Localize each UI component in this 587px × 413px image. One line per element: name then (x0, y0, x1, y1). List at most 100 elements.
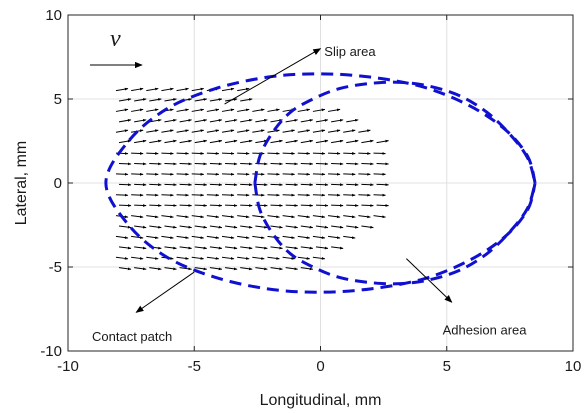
slip-vector (297, 129, 311, 133)
slip-vector (176, 235, 189, 239)
slip-vector (270, 139, 283, 144)
slip-vector (252, 256, 265, 260)
slip-vector (209, 98, 223, 102)
slip-vector (255, 246, 268, 250)
slip-vector (118, 225, 132, 229)
slip-vector (131, 108, 144, 112)
slip-vector (285, 118, 299, 123)
slip-vector (176, 215, 189, 219)
slip-vector (209, 267, 223, 271)
slip-vector (131, 87, 144, 92)
slip-vector (328, 235, 341, 239)
slip-vector (224, 267, 238, 271)
slip-vector (134, 225, 147, 229)
slip-vector (115, 87, 129, 92)
x-tick-label: 5 (443, 358, 451, 375)
slip-vector (194, 225, 208, 229)
slip-vector (328, 215, 341, 219)
slip-vector (240, 267, 253, 271)
slip-vector (176, 108, 189, 112)
slip-vector (267, 129, 280, 133)
slip-vector (285, 139, 299, 144)
slip-vector (149, 267, 162, 271)
slip-vector (346, 118, 359, 123)
y-tick-label: 0 (54, 175, 62, 192)
slip-vector (115, 108, 129, 112)
annotation-label: Adhesion area (443, 322, 528, 337)
annotation-arrow (406, 258, 453, 303)
slip-vector (134, 246, 147, 250)
slip-vector (312, 215, 326, 219)
slip-vector (312, 235, 326, 239)
slip-vector (149, 225, 162, 229)
slip-vector (179, 139, 192, 144)
slip-vector (255, 267, 268, 271)
slip-vector (179, 267, 192, 271)
slip-vector (146, 129, 159, 133)
slip-vector (146, 215, 159, 219)
slip-vector (194, 118, 208, 123)
slip-vector (315, 246, 329, 250)
slip-vector (346, 139, 359, 144)
slip-vector (221, 87, 235, 92)
slip-vector (209, 225, 223, 229)
boundary-curves (104, 72, 537, 294)
slip-vector (255, 118, 268, 123)
slip-vector (221, 108, 235, 112)
slip-vector (134, 98, 147, 102)
slip-vector (131, 215, 144, 219)
slip-vector (115, 129, 129, 133)
slip-vector (315, 225, 329, 229)
slip-vector (331, 118, 344, 123)
slip-vector (282, 215, 295, 219)
slip-vector (331, 139, 344, 144)
slip-vector (240, 118, 253, 123)
slip-vector (331, 246, 344, 250)
slip-vector (164, 246, 177, 250)
x-tick-label: 0 (316, 358, 324, 375)
y-tick-label: 5 (54, 91, 62, 108)
slip-vector (134, 139, 147, 144)
slip-vector (164, 118, 177, 123)
velocity-label: v (110, 26, 121, 52)
slip-vector (297, 108, 311, 112)
slip-vector (285, 225, 299, 229)
slip-vector (297, 215, 311, 219)
x-tick-label: 10 (565, 358, 582, 375)
slip-vector (373, 215, 386, 219)
slip-vector (315, 118, 329, 123)
boundary-series-line (253, 182, 537, 286)
slip-vector (206, 108, 220, 112)
slip-vector (327, 129, 341, 133)
boundary-series-line (104, 72, 537, 294)
x-tick-label: -5 (188, 358, 201, 375)
slip-vector (285, 246, 299, 250)
slip-vector (255, 225, 268, 229)
slip-vector (300, 118, 314, 123)
slip-vector (240, 139, 253, 144)
slip-vector (358, 215, 371, 219)
annotation-label: Slip area (324, 44, 376, 59)
slip-vector (118, 246, 132, 250)
slip-vector (282, 256, 295, 260)
slip-vector (194, 267, 208, 271)
slip-vector (164, 225, 177, 229)
slip-vector (191, 108, 205, 112)
slip-vector (115, 235, 129, 239)
slip-vector (134, 267, 147, 271)
y-tick-label: 10 (45, 7, 62, 24)
slip-vector (194, 139, 208, 144)
slip-vector (224, 246, 238, 250)
slip-vector (134, 118, 147, 123)
slip-vector (176, 256, 189, 260)
slip-vector (146, 87, 159, 92)
slip-vector (255, 139, 268, 144)
slip-vector (285, 267, 299, 271)
axis-ticks: -10 -5 0 5 10 -10 -5 0 5 10 (40, 7, 581, 375)
slip-vector (191, 235, 205, 239)
slip-vector (224, 139, 238, 144)
slip-vector (131, 256, 144, 260)
slip-vector (176, 129, 189, 133)
slip-vector (206, 215, 220, 219)
slip-vector (267, 215, 280, 219)
